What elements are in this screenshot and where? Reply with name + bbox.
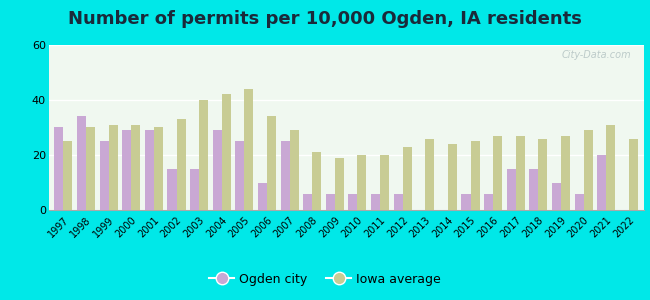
Bar	[77, 116, 86, 210]
Bar	[394, 194, 402, 210]
Bar	[122, 130, 131, 210]
Bar	[552, 182, 561, 210]
Bar	[213, 130, 222, 210]
Bar	[484, 194, 493, 210]
Bar	[267, 116, 276, 210]
Bar	[402, 147, 411, 210]
Bar	[448, 144, 457, 210]
Bar	[235, 141, 244, 210]
Bar	[290, 130, 298, 210]
Bar	[358, 155, 367, 210]
Bar	[109, 125, 118, 210]
Bar	[199, 100, 208, 210]
Bar	[326, 194, 335, 210]
Bar	[86, 128, 95, 210]
Text: Number of permits per 10,000 Ogden, IA residents: Number of permits per 10,000 Ogden, IA r…	[68, 11, 582, 28]
Bar	[471, 141, 480, 210]
Bar	[303, 194, 312, 210]
Bar	[629, 139, 638, 210]
Legend: Ogden city, Iowa average: Ogden city, Iowa average	[204, 268, 446, 291]
Bar	[154, 128, 163, 210]
Bar	[371, 194, 380, 210]
Text: City-Data.com: City-Data.com	[562, 50, 632, 60]
Bar	[584, 130, 593, 210]
Bar	[380, 155, 389, 210]
Bar	[575, 194, 584, 210]
Bar	[131, 125, 140, 210]
Bar	[281, 141, 290, 210]
Bar	[515, 136, 525, 210]
Bar	[462, 194, 471, 210]
Bar	[222, 94, 231, 210]
Bar	[348, 194, 358, 210]
Bar	[538, 139, 547, 210]
Bar	[335, 158, 344, 210]
Bar	[145, 130, 154, 210]
Bar	[64, 141, 73, 210]
Bar	[606, 125, 616, 210]
Bar	[177, 119, 185, 210]
Bar	[507, 169, 515, 210]
Bar	[561, 136, 570, 210]
Bar	[425, 139, 434, 210]
Bar	[190, 169, 199, 210]
Bar	[244, 89, 254, 210]
Bar	[493, 136, 502, 210]
Bar	[312, 152, 321, 210]
Bar	[55, 128, 64, 210]
Bar	[597, 155, 606, 210]
Bar	[529, 169, 538, 210]
Bar	[99, 141, 109, 210]
Bar	[168, 169, 177, 210]
Bar	[258, 182, 267, 210]
